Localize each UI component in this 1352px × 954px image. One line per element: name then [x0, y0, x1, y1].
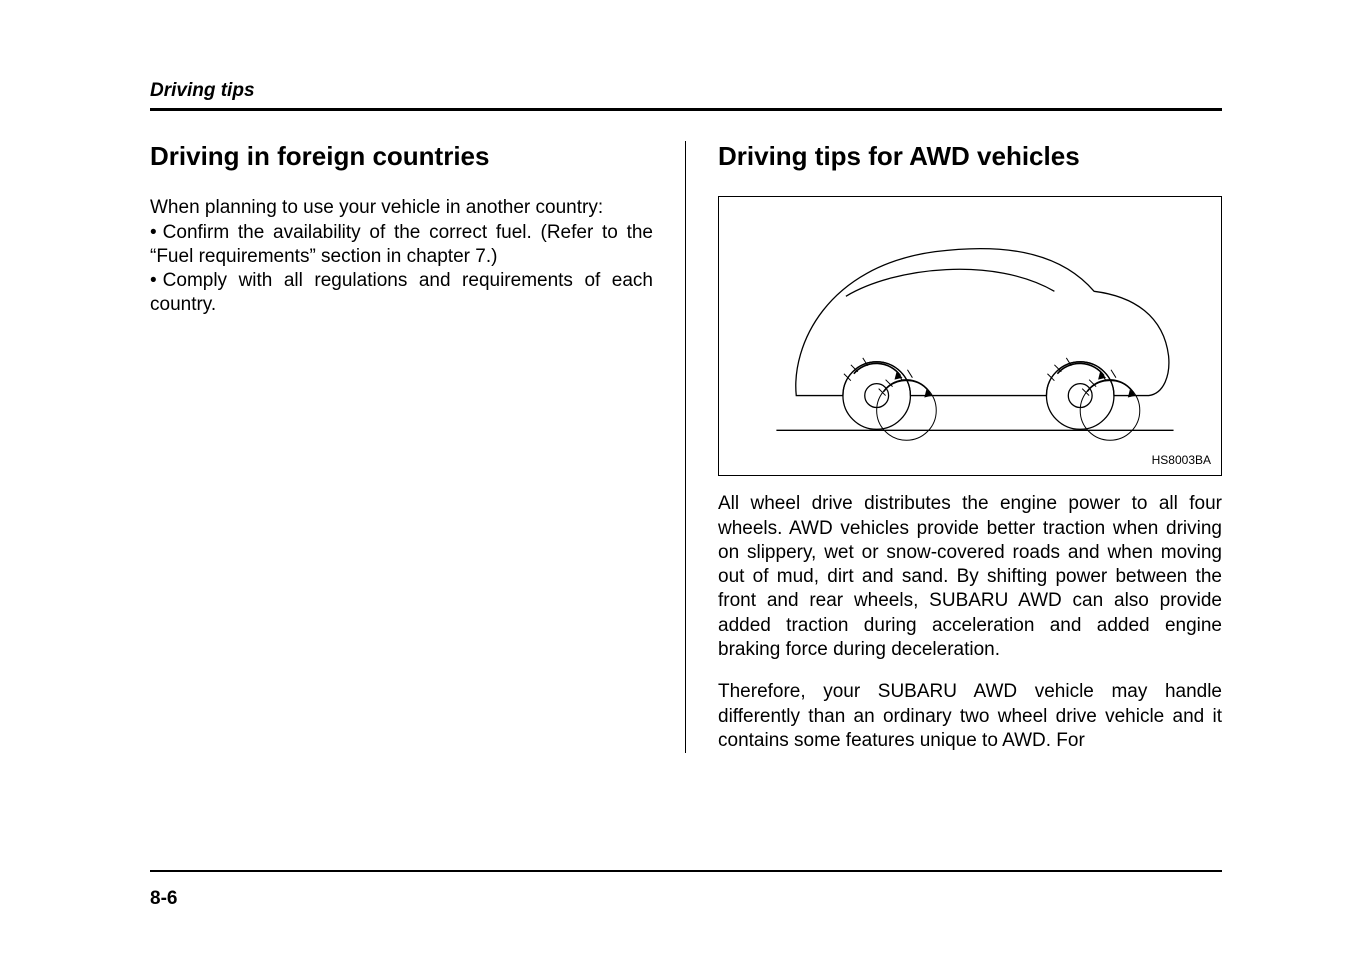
right-para-2: Therefore, your SUBARU AWD vehicle may h… — [718, 680, 1222, 753]
manual-page: Driving tips Driving in foreign countrie… — [0, 0, 1352, 954]
left-bullet-2: •Comply with all regulations and require… — [150, 269, 653, 318]
figure-label: HS8003BA — [1152, 453, 1211, 467]
left-intro: When planning to use your vehicle in ano… — [150, 196, 653, 220]
bullet-dot-icon: • — [150, 222, 157, 243]
running-head: Driving tips — [150, 80, 1222, 102]
left-bullet-2-text: Comply with all regulations and requirem… — [150, 270, 653, 315]
top-rule — [150, 108, 1222, 111]
right-column: Driving tips for AWD vehicles — [686, 141, 1222, 753]
page-number: 8-6 — [150, 888, 177, 910]
right-para-1: All wheel drive distributes the engine p… — [718, 492, 1222, 662]
left-body: When planning to use your vehicle in ano… — [150, 196, 653, 318]
bottom-rule — [150, 870, 1222, 872]
bullet-dot-icon: • — [150, 270, 157, 291]
left-bullet-1-text: Confirm the availability of the correct … — [150, 222, 653, 267]
left-bullet-1: •Confirm the availability of the correct… — [150, 221, 653, 270]
right-body: All wheel drive distributes the engine p… — [718, 492, 1222, 753]
right-section-title: Driving tips for AWD vehicles — [718, 141, 1222, 172]
left-section-title: Driving in foreign countries — [150, 141, 653, 172]
content-columns: Driving in foreign countries When planni… — [150, 141, 1222, 753]
left-column: Driving in foreign countries When planni… — [150, 141, 686, 753]
car-line-drawing-icon — [719, 197, 1221, 475]
awd-figure: HS8003BA — [718, 196, 1222, 476]
